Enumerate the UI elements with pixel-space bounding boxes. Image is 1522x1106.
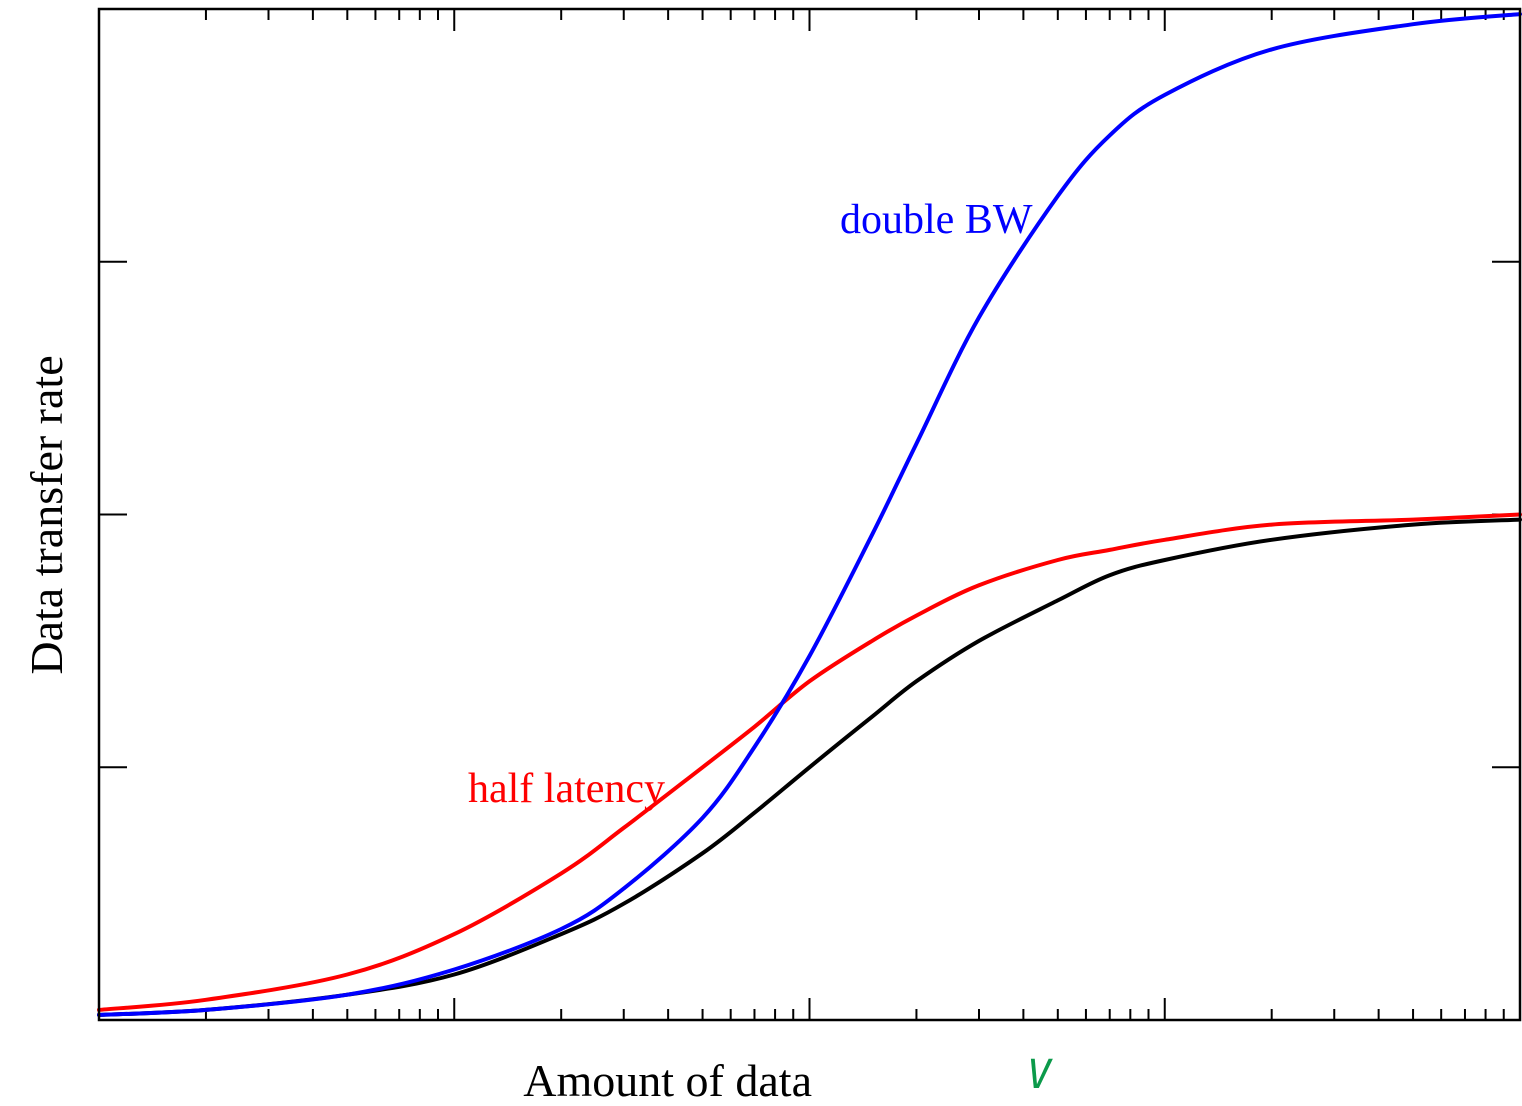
series-line-double-bw	[97, 12, 1522, 1017]
series-lines	[97, 12, 1522, 1017]
series-line-half-latency	[97, 512, 1522, 1012]
tick-marks	[98, 9, 1521, 1020]
plot-frame	[97, 7, 1522, 1022]
y-axis-title: Data transfer rate	[21, 355, 72, 674]
series-label-double-bw: double BW	[840, 197, 1033, 243]
series-line-baseline	[97, 517, 1522, 1017]
x-axis-variable: V	[1027, 1052, 1053, 1098]
series-label-half-latency: half latency	[468, 766, 665, 812]
x-axis-title: Amount of data	[523, 1055, 812, 1106]
